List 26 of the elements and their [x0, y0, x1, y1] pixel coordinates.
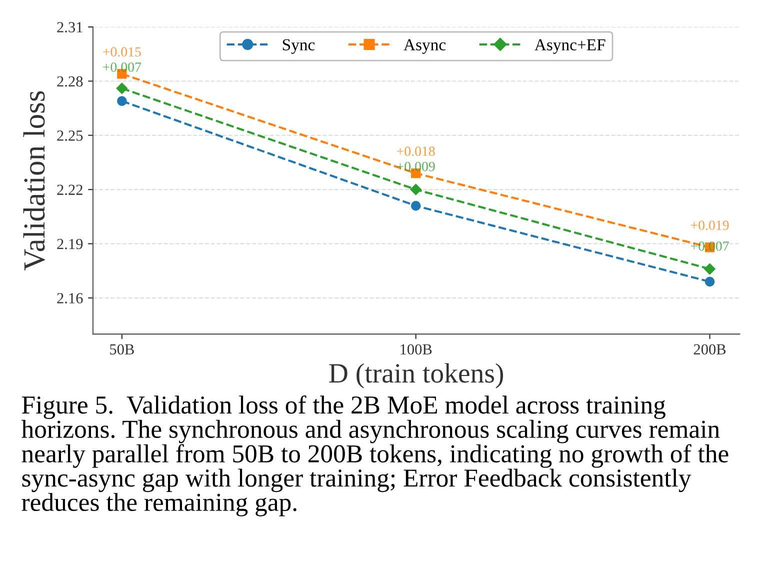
y-tick-label: 2.31	[57, 22, 82, 32]
legend-label: Sync	[282, 39, 315, 54]
annotation: +0.009	[397, 162, 435, 172]
y-axis-title: Validation loss	[23, 91, 45, 271]
x-tick-label: 100B	[400, 344, 432, 355]
point	[410, 200, 421, 211]
y-tick-label: 2.22	[57, 184, 82, 196]
annotation: +0.015	[103, 47, 141, 57]
y-tick-label: 2.25	[57, 130, 83, 141]
caption: Figure 5. Validation loss of the 2B MoE model across training horizons. The synchronous and asynchronous scaling curves remain nearly parallel from 50B to 200B tokens, indicating no growth of the sync-async gap with longer training; Error Feedback consistently reduces the remaining gap.	[22, 395, 728, 516]
point	[704, 263, 716, 275]
annotation: +0.007	[103, 62, 142, 72]
legend-label: Async+EF	[534, 39, 606, 54]
point	[116, 82, 128, 94]
annotation: +0.018	[397, 146, 435, 156]
x-axis-title: D (train tokens)	[329, 363, 504, 388]
point	[410, 184, 422, 196]
legend-label: Async	[404, 39, 446, 54]
annotation: +0.019	[690, 220, 729, 230]
x-tick-label: 200B	[694, 344, 726, 355]
y-tick-label: 2.16	[57, 293, 83, 304]
point	[704, 276, 715, 287]
point	[117, 96, 127, 106]
y-tick-label: 2.19	[57, 238, 83, 250]
y-tick-label: 2.28	[57, 76, 83, 87]
x-tick-label: 50B	[110, 344, 134, 355]
